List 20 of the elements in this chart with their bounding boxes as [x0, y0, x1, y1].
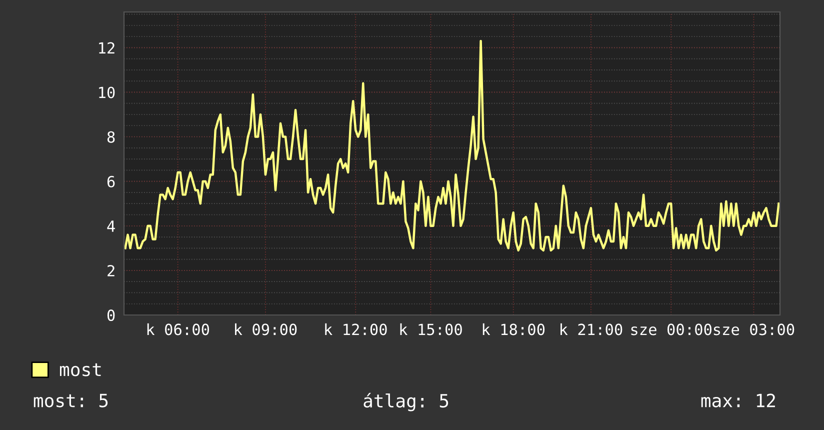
y-tick-label: 6 — [107, 176, 115, 188]
y-tick-label: 0 — [107, 310, 115, 322]
x-tick-label: sze 00:00 — [631, 324, 712, 336]
x-tick-label: k 06:00 — [147, 323, 210, 336]
x-tick-label: sze 03:00 — [714, 324, 794, 336]
y-tick-label: 4 — [107, 220, 115, 232]
text: max: 12 — [701, 394, 775, 408]
x-tick-label: k 18:00 — [482, 323, 545, 336]
line-series — [124, 40, 780, 252]
text: most: 5 — [34, 394, 108, 408]
x-tick-label: k 15:00 — [400, 323, 462, 336]
x-tick-label: k 21:00 — [560, 323, 622, 336]
y-tick-label: 10 — [99, 86, 115, 98]
x-tick-label: k 12:00 — [325, 323, 387, 336]
y-tick-label: 2 — [108, 264, 114, 276]
y-tick-label: 8 — [107, 131, 115, 143]
x-tick-label: k 09:00 — [235, 323, 297, 336]
legend-label: most — [60, 363, 101, 376]
text: átlag: 5 — [364, 392, 448, 412]
y-tick-label: 12 — [99, 42, 114, 54]
